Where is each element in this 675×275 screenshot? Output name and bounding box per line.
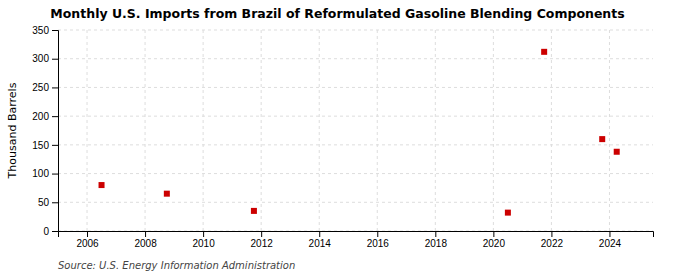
source-note: Source: U.S. Energy Information Administ… bbox=[58, 260, 295, 271]
y-tick-mark bbox=[52, 174, 58, 175]
point bbox=[614, 149, 620, 155]
x-tick-label: 2020 bbox=[483, 238, 506, 249]
y-tick-mark bbox=[52, 87, 58, 88]
x-tick-mark bbox=[609, 231, 610, 237]
x-tick: 2016 bbox=[367, 231, 390, 249]
title: Monthly U.S. Imports from Brazil of Refo… bbox=[50, 6, 624, 21]
y-tick: 200 bbox=[32, 111, 58, 122]
point bbox=[505, 210, 511, 216]
y-tick-label: 150 bbox=[32, 140, 49, 151]
x-tick-label: 2022 bbox=[541, 238, 564, 249]
y-tick-label: 350 bbox=[32, 25, 49, 36]
x-tick: 2020 bbox=[483, 231, 506, 249]
y-tick-mark bbox=[52, 59, 58, 60]
x-axis-line bbox=[59, 232, 654, 238]
y-tick-mark bbox=[52, 145, 58, 146]
y-tick-label: 200 bbox=[32, 111, 49, 122]
y-tick: 0 bbox=[43, 226, 58, 237]
grid-line-x bbox=[203, 30, 204, 231]
point bbox=[599, 136, 605, 142]
y-tick: 300 bbox=[32, 53, 58, 64]
grid-line-x bbox=[609, 30, 610, 231]
point bbox=[251, 208, 257, 214]
chart-svg: 2006 2008 2010 2012 2014 2016 2018 2020 2022 2024… bbox=[0, 0, 675, 275]
grid-line-x bbox=[493, 30, 494, 231]
grid-line-y bbox=[58, 144, 653, 145]
y-axis-line bbox=[52, 31, 59, 232]
x-tick-mark bbox=[551, 231, 552, 237]
x-tick-label: 2008 bbox=[134, 238, 157, 249]
y-tick: 50 bbox=[38, 197, 58, 208]
grid-line-y bbox=[58, 30, 653, 31]
x-tick-mark bbox=[261, 231, 262, 237]
x-tick-mark bbox=[493, 231, 494, 237]
y-tick-mark bbox=[52, 202, 58, 203]
x-tick-label: 2024 bbox=[599, 238, 622, 249]
grid-line-y bbox=[58, 58, 653, 59]
y-tick-label: 50 bbox=[38, 197, 50, 208]
grid-line-x bbox=[87, 30, 88, 231]
y-axis-label: Thousand Barrels bbox=[6, 82, 19, 179]
y-tick-label: 300 bbox=[32, 53, 49, 64]
x-tick-label: 2016 bbox=[367, 238, 390, 249]
x-tick-mark bbox=[435, 231, 436, 237]
grid-line-x bbox=[261, 30, 262, 231]
x-tick-label: 2006 bbox=[76, 238, 99, 249]
grid-line-y bbox=[58, 116, 653, 117]
grid-line-x bbox=[145, 30, 146, 231]
x-tick-mark bbox=[145, 231, 146, 237]
y-tick-mark bbox=[52, 30, 58, 31]
point bbox=[99, 182, 105, 188]
y-tick-label: 250 bbox=[32, 82, 49, 93]
x-tick: 2008 bbox=[134, 231, 157, 249]
x-tick: 2024 bbox=[599, 231, 622, 249]
point bbox=[541, 49, 547, 55]
y-axis: 0 50 100 150 200 250 300 350 bbox=[32, 25, 58, 237]
y-tick: 150 bbox=[32, 140, 58, 151]
y-tick-label: 100 bbox=[32, 168, 49, 179]
grid-line-y bbox=[58, 202, 653, 203]
x-tick: 2014 bbox=[309, 231, 332, 249]
x-tick-label: 2018 bbox=[425, 238, 448, 249]
grid-line-x bbox=[551, 30, 552, 231]
plot-area: 2006 2008 2010 2012 2014 2016 2018 2020 2022 2024… bbox=[32, 25, 653, 249]
y-tick: 100 bbox=[32, 168, 58, 179]
x-tick-mark bbox=[319, 231, 320, 237]
y-tick-label: 0 bbox=[43, 226, 49, 237]
grid-line-x bbox=[435, 30, 436, 231]
x-tick-mark bbox=[377, 231, 378, 237]
x-tick: 2022 bbox=[541, 231, 564, 249]
x-tick: 2018 bbox=[425, 231, 448, 249]
x-tick-label: 2012 bbox=[251, 238, 274, 249]
x-tick: 2010 bbox=[192, 231, 215, 249]
y-tick-mark bbox=[52, 231, 58, 232]
point bbox=[164, 191, 170, 197]
chart-container: 2006 2008 2010 2012 2014 2016 2018 2020 2022 2024… bbox=[0, 0, 675, 275]
x-tick-label: 2010 bbox=[192, 238, 215, 249]
grid-line-y bbox=[58, 173, 653, 174]
x-tick-mark bbox=[203, 231, 204, 237]
x-tick: 2012 bbox=[251, 231, 274, 249]
x-tick-label: 2014 bbox=[309, 238, 332, 249]
y-tick: 350 bbox=[32, 25, 58, 36]
grid-line-y bbox=[58, 87, 653, 88]
x-tick-mark bbox=[87, 231, 88, 237]
y-tick-mark bbox=[52, 116, 58, 117]
grid bbox=[58, 30, 653, 231]
x-axis: 2006 2008 2010 2012 2014 2016 2018 2020 2022 2024 bbox=[59, 231, 654, 249]
points bbox=[99, 49, 620, 216]
grid-line-x bbox=[319, 30, 320, 231]
y-tick: 250 bbox=[32, 82, 58, 93]
x-tick: 2006 bbox=[76, 231, 99, 249]
grid-line-x bbox=[377, 30, 378, 231]
